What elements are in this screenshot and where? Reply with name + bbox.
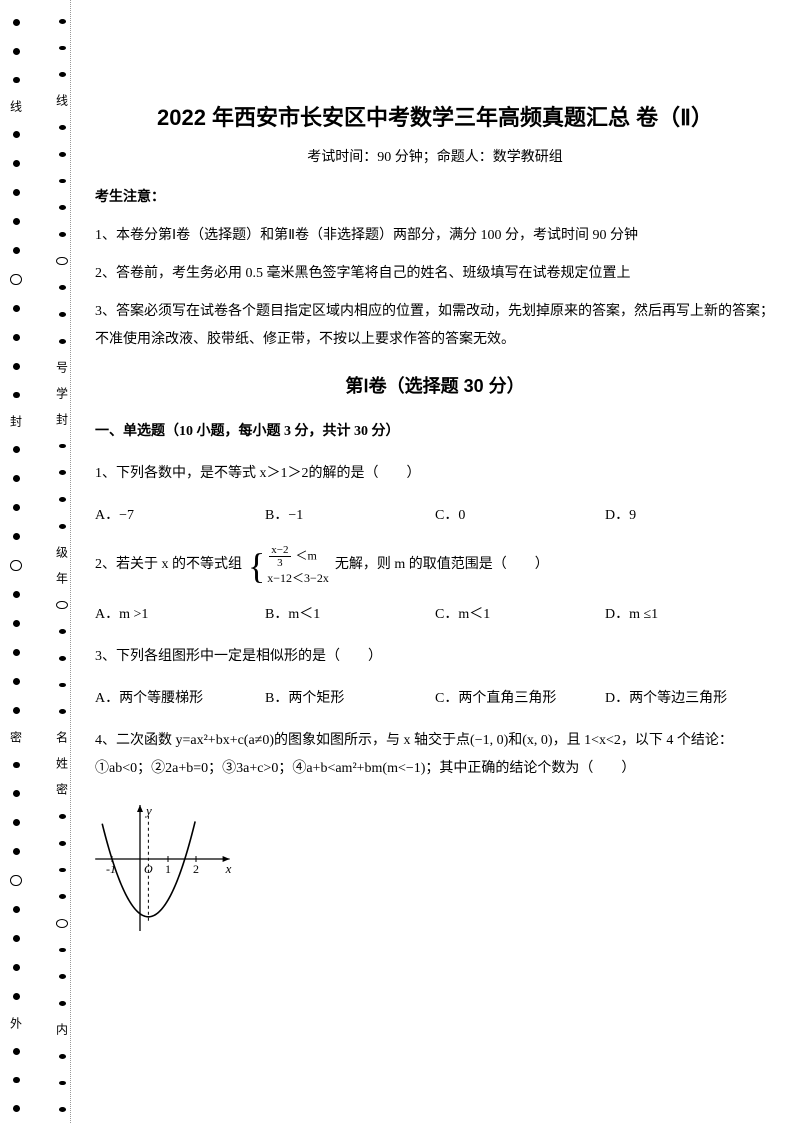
subsection-1: 一、单选题（10 小题，每小题 3 分，共计 30 分） [95, 420, 775, 440]
parabola-graph: -1 O1 2 y x [95, 799, 775, 939]
notice-2: 2、答卷前，考生务必用 0.5 毫米黑色签字笔将自己的姓名、班级填写在试卷规定位… [95, 260, 775, 288]
q1-opt-c: C．0 [435, 504, 605, 524]
q3-opt-c: C．两个直角三角形 [435, 687, 605, 707]
notice-heading: 考生注意： [95, 186, 775, 206]
q2-suffix: 无解，则 m 的取值范围是（ ） [335, 554, 549, 576]
q2-line1: x−2 3 ＜m [267, 544, 329, 569]
notice-3: 3、答案必须写在试卷各个题目指定区域内相应的位置，如需改动，先划掉原来的答案，然… [95, 298, 775, 354]
q3-opt-a: A．两个等腰梯形 [95, 687, 265, 707]
separator-line [70, 0, 71, 1123]
svg-text:O: O [144, 862, 153, 876]
parabola-svg: -1 O1 2 y x [95, 799, 245, 934]
question-1: 1、下列各数中，是不等式 x＞1＞2的解的是（ ） [95, 460, 775, 488]
q3-opt-d: D．两个等边三角形 [605, 687, 775, 707]
question-3: 3、下列各组图形中一定是相似形的是（ ） [95, 643, 775, 671]
q1-opt-a: A．−7 [95, 504, 265, 524]
q2-frac-den: 3 [275, 557, 285, 569]
question-2-options: A．m >1 B．m＜1 C．m＜1 D．m ≤1 [95, 603, 775, 623]
notice-1: 1、本卷分第Ⅰ卷（选择题）和第Ⅱ卷（非选择题）两部分，满分 100 分，考试时间… [95, 222, 775, 250]
question-1-options: A．−7 B．−1 C．0 D．9 [95, 504, 775, 524]
svg-text:y: y [144, 803, 152, 818]
q2-opt-c: C．m＜1 [435, 603, 605, 623]
inner-dot-column: 线号学封级年名姓密内 [52, 0, 72, 1123]
question-4: 4、二次函数 y=ax²+bx+c(a≠0)的图象如图所示，与 x 轴交于点(−… [95, 727, 775, 783]
q2-line2: x−12＜3−2x [267, 569, 329, 587]
q2-opt-b: B．m＜1 [265, 603, 435, 623]
q2-frac-num: x−2 [269, 544, 290, 557]
section-1-header: 第Ⅰ卷（选择题 30 分） [95, 372, 775, 398]
q2-prefix: 2、若关于 x 的不等式组 [95, 554, 242, 576]
q2-line1-tail: ＜m [296, 548, 317, 562]
question-2: 2、若关于 x 的不等式组 { x−2 3 ＜m x−12＜3−2x 无解，则 … [95, 544, 775, 587]
page-title: 2022 年西安市长安区中考数学三年高频真题汇总 卷（Ⅱ） [95, 100, 775, 132]
q1-opt-b: B．−1 [265, 504, 435, 524]
q2-opt-d: D．m ≤1 [605, 603, 775, 623]
question-3-options: A．两个等腰梯形 B．两个矩形 C．两个直角三角形 D．两个等边三角形 [95, 687, 775, 707]
svg-text:1: 1 [165, 862, 171, 876]
svg-text:2: 2 [193, 862, 199, 876]
page-subtitle: 考试时间：90 分钟；命题人：数学教研组 [95, 146, 775, 166]
left-brace-icon: { [248, 548, 265, 584]
q2-fraction: x−2 3 [269, 544, 290, 569]
page-content: 2022 年西安市长安区中考数学三年高频真题汇总 卷（Ⅱ） 考试时间：90 分钟… [95, 0, 775, 959]
svg-text:x: x [225, 861, 232, 876]
q3-opt-b: B．两个矩形 [265, 687, 435, 707]
outer-dot-column: 线封密外 [6, 0, 26, 1123]
q1-opt-d: D．9 [605, 504, 775, 524]
q2-opt-a: A．m >1 [95, 603, 265, 623]
svg-text:-1: -1 [106, 862, 116, 876]
q2-brace-group: { x−2 3 ＜m x−12＜3−2x [248, 544, 329, 587]
q2-system-lines: x−2 3 ＜m x−12＜3−2x [267, 544, 329, 587]
